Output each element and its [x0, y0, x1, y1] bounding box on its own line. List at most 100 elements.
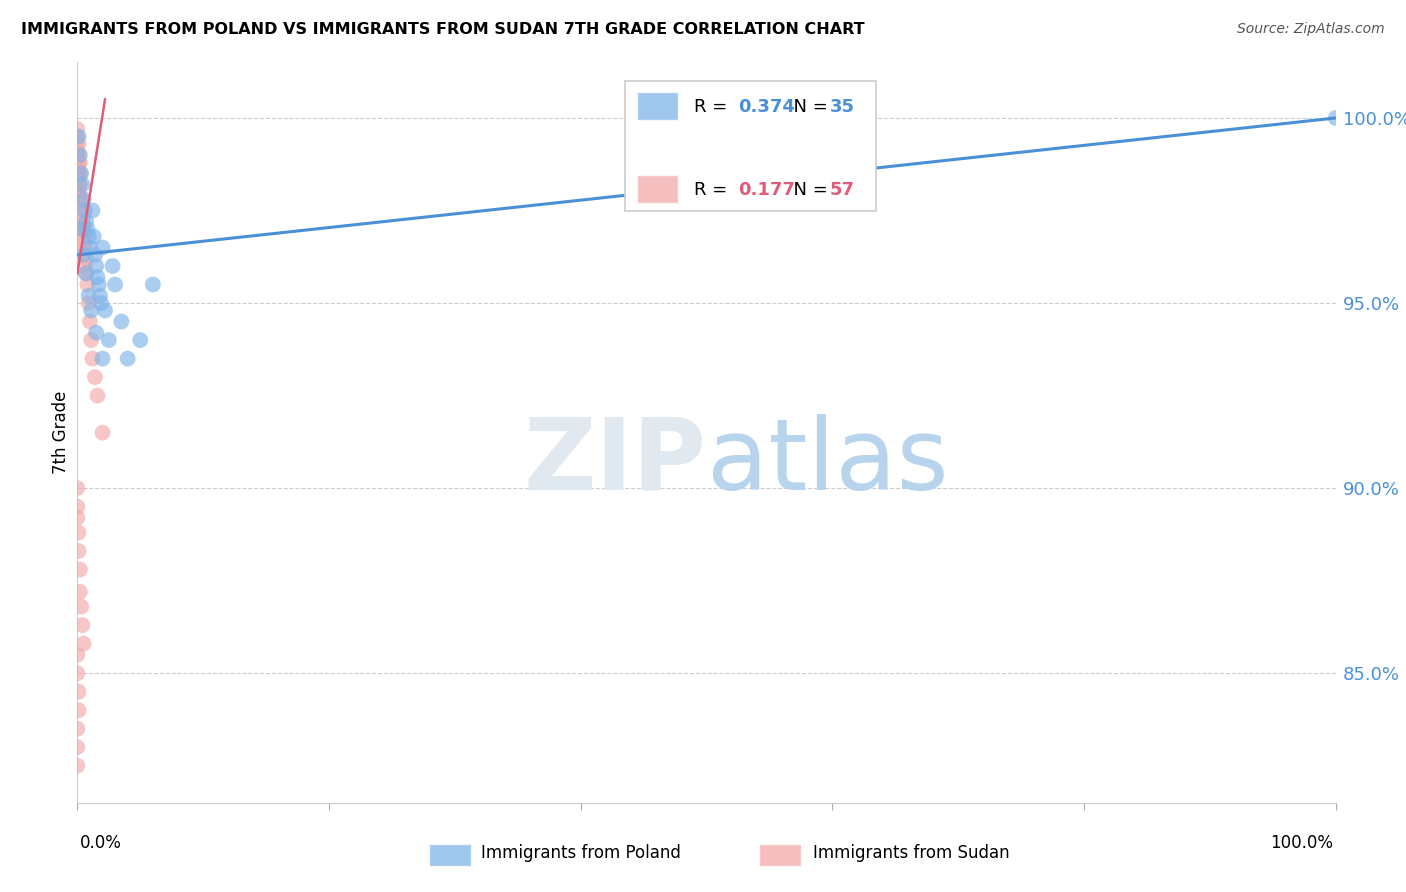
Point [69, 584, 91, 599]
Point [70, 166, 93, 180]
Point [66, 758, 89, 772]
Point [66, 500, 89, 514]
Point [66, 159, 89, 173]
Point [67, 136, 90, 151]
Text: atlas: atlas [707, 414, 948, 511]
Text: 35: 35 [830, 98, 855, 116]
Point [72, 618, 94, 632]
Point [76, 277, 98, 292]
Point [70, 222, 93, 236]
Point [67, 703, 90, 717]
Point [104, 277, 127, 292]
Point [84, 326, 107, 340]
Point [66, 166, 89, 180]
Point [67, 185, 90, 199]
Point [69, 203, 91, 218]
Point [79, 240, 101, 254]
Text: Immigrants from Poland: Immigrants from Poland [481, 844, 681, 862]
Point [70, 222, 93, 236]
Text: IMMIGRANTS FROM POLAND VS IMMIGRANTS FROM SUDAN 7TH GRADE CORRELATION CHART: IMMIGRANTS FROM POLAND VS IMMIGRANTS FRO… [21, 22, 865, 37]
Point [86, 388, 108, 402]
Point [91, 240, 114, 254]
Point [72, 222, 94, 236]
Text: R =: R = [695, 181, 733, 199]
Point [101, 259, 124, 273]
Text: R =: R = [695, 98, 733, 116]
Point [84, 370, 107, 384]
Point [72, 637, 94, 651]
Point [67, 684, 90, 698]
Point [80, 333, 103, 347]
Point [67, 170, 90, 185]
Point [72, 229, 94, 244]
Point [73, 203, 96, 218]
Point [67, 155, 90, 169]
Point [67, 162, 90, 177]
Point [73, 240, 96, 254]
Point [66, 648, 89, 662]
Point [87, 277, 110, 292]
Point [90, 296, 112, 310]
Y-axis label: 7th Grade: 7th Grade [52, 391, 70, 475]
Text: N =: N = [782, 98, 834, 116]
Text: 0.0%: 0.0% [80, 834, 122, 852]
Point [75, 214, 97, 228]
Point [66, 481, 89, 495]
Text: 0.374: 0.374 [738, 98, 794, 116]
Point [66, 722, 89, 736]
Text: 57: 57 [830, 181, 855, 199]
Point [82, 351, 104, 366]
FancyBboxPatch shape [637, 92, 678, 120]
Text: 100.0%: 100.0% [1270, 834, 1333, 852]
Point [86, 270, 108, 285]
Point [110, 314, 132, 328]
Point [72, 236, 94, 251]
Point [69, 178, 91, 192]
Point [72, 214, 94, 228]
Text: ZIP: ZIP [523, 414, 707, 511]
FancyBboxPatch shape [637, 175, 678, 203]
Point [67, 129, 90, 144]
Point [76, 222, 98, 236]
Point [73, 259, 96, 273]
Point [70, 203, 93, 218]
Point [80, 303, 103, 318]
Point [66, 136, 89, 151]
Point [79, 314, 101, 328]
Point [69, 166, 91, 180]
Point [67, 193, 90, 207]
Point [117, 351, 139, 366]
Point [69, 155, 91, 169]
Point [75, 252, 97, 266]
Point [97, 333, 120, 347]
Point [70, 214, 93, 228]
Point [70, 193, 93, 207]
Point [75, 267, 97, 281]
Point [66, 145, 89, 159]
Point [91, 425, 114, 440]
Text: N =: N = [782, 181, 834, 199]
Point [72, 248, 94, 262]
Point [142, 277, 165, 292]
Point [72, 178, 94, 192]
Point [67, 178, 90, 192]
Point [84, 259, 107, 273]
Point [129, 333, 152, 347]
Point [66, 152, 89, 166]
Point [77, 296, 100, 310]
Point [82, 203, 104, 218]
Text: Immigrants from Sudan: Immigrants from Sudan [813, 844, 1010, 862]
Point [89, 288, 111, 302]
Point [69, 188, 91, 202]
Point [70, 599, 93, 614]
Point [66, 510, 89, 524]
Point [91, 351, 114, 366]
Point [66, 122, 89, 136]
Point [72, 193, 94, 207]
Point [69, 148, 91, 162]
Point [67, 148, 90, 162]
Point [77, 229, 100, 244]
Point [94, 303, 117, 318]
Point [83, 229, 105, 244]
Point [75, 267, 97, 281]
